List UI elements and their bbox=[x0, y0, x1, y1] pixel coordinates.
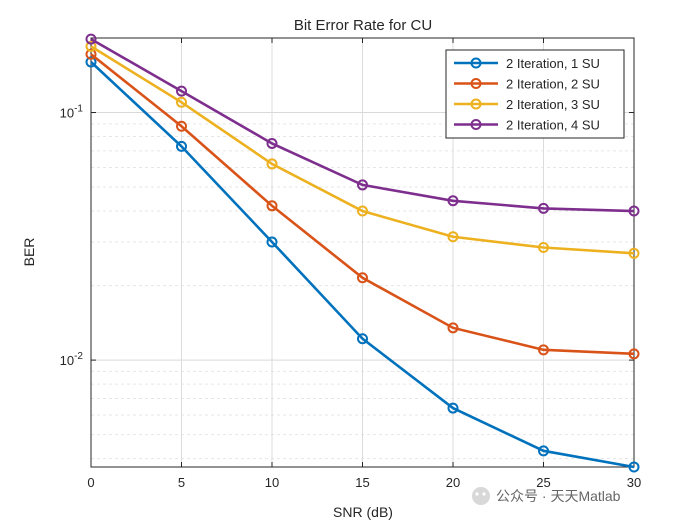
data-point bbox=[447, 231, 459, 243]
y-tick-label: 10-2 bbox=[60, 351, 84, 368]
data-point bbox=[357, 272, 368, 284]
data-point bbox=[85, 56, 97, 68]
wechat-icon-eye-right bbox=[482, 492, 486, 496]
x-tick-label: 5 bbox=[178, 475, 185, 490]
data-point bbox=[85, 33, 97, 45]
x-tick-label: 15 bbox=[355, 475, 369, 490]
data-point bbox=[176, 140, 187, 152]
data-point bbox=[176, 85, 187, 97]
x-tick-label: 10 bbox=[265, 475, 279, 490]
x-axis: 0 5 10 15 20 25 30 bbox=[87, 38, 641, 490]
data-point bbox=[447, 402, 459, 414]
data-point bbox=[266, 137, 278, 149]
data-point bbox=[266, 236, 278, 248]
watermark: 公众号 · 天天Matlab bbox=[472, 487, 621, 505]
series-group bbox=[85, 33, 640, 473]
data-point bbox=[628, 348, 640, 360]
chart-title: Bit Error Rate for CU bbox=[294, 17, 432, 34]
legend-label-2: 2 Iteration, 2 SU bbox=[506, 77, 600, 92]
data-point bbox=[266, 158, 278, 170]
data-point bbox=[266, 200, 278, 212]
data-point bbox=[85, 40, 97, 52]
data-point bbox=[628, 205, 640, 217]
x-tick-label: 20 bbox=[446, 475, 460, 490]
data-point bbox=[538, 445, 549, 457]
data-point bbox=[538, 202, 549, 214]
data-point bbox=[176, 120, 187, 132]
y-axis-label: BER bbox=[21, 238, 37, 267]
series-line-4 bbox=[90, 37, 635, 213]
series-line-2 bbox=[90, 53, 635, 356]
data-point bbox=[176, 96, 187, 108]
legend-marker-4 bbox=[470, 119, 482, 130]
x-tick-label: 0 bbox=[87, 475, 94, 490]
y-tick-label: 10-1 bbox=[60, 104, 84, 121]
series-line-1 bbox=[90, 61, 635, 469]
x-tick-label: 25 bbox=[536, 475, 550, 490]
x-tick-label: 30 bbox=[627, 475, 641, 490]
data-point bbox=[85, 48, 97, 60]
legend-label-4: 2 Iteration, 4 SU bbox=[506, 118, 600, 133]
data-point bbox=[628, 461, 640, 473]
legend-marker-3 bbox=[470, 98, 482, 110]
data-point bbox=[447, 322, 459, 334]
wechat-icon-eye-left bbox=[475, 492, 479, 496]
data-point bbox=[357, 333, 368, 345]
data-point bbox=[357, 205, 368, 217]
legend-marker-2 bbox=[470, 78, 482, 89]
data-point bbox=[538, 241, 549, 253]
data-point bbox=[357, 179, 368, 191]
data-point bbox=[447, 195, 459, 207]
x-axis-label: SNR (dB) bbox=[333, 504, 393, 520]
legend-marker-1 bbox=[470, 57, 482, 69]
y-axis: 10-1 10-2 bbox=[60, 104, 634, 368]
legend-label-1: 2 Iteration, 1 SU bbox=[506, 56, 600, 71]
legend: 2 Iteration, 1 SU 2 Iteration, 2 SU 2 Iter… bbox=[445, 49, 625, 139]
series-line-3 bbox=[90, 45, 635, 255]
data-point bbox=[538, 344, 549, 356]
watermark-text: 公众号 · 天天Matlab bbox=[496, 488, 621, 504]
data-point bbox=[628, 247, 640, 259]
legend-label-3: 2 Iteration, 3 SU bbox=[506, 97, 600, 112]
wechat-icon bbox=[472, 487, 490, 505]
